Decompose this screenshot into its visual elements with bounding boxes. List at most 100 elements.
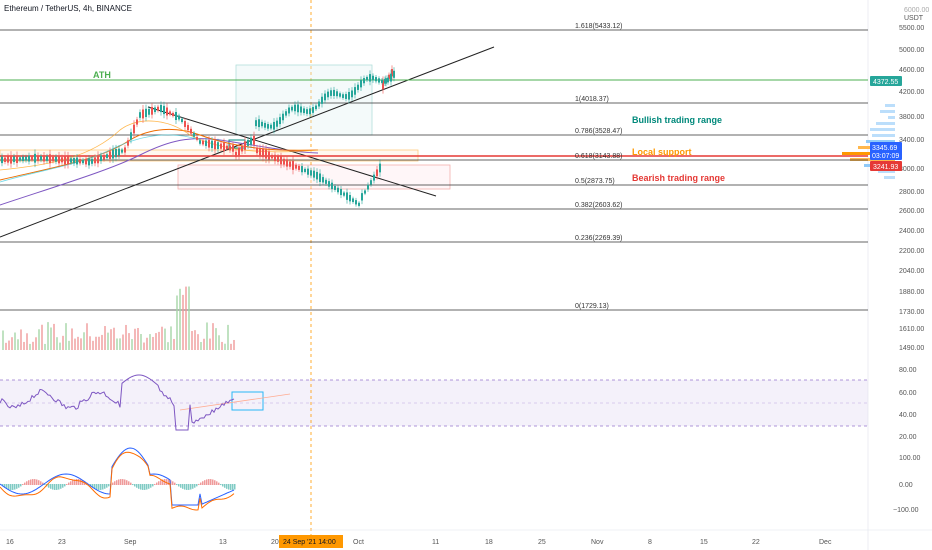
macd-histogram-bar xyxy=(100,484,102,490)
candle-body xyxy=(118,148,120,156)
candle-body xyxy=(28,155,30,162)
volume-bar xyxy=(173,338,175,350)
macd-histogram-bar xyxy=(80,479,82,485)
candle-body xyxy=(354,87,356,95)
macd-histogram-bar xyxy=(172,481,174,485)
candle-body xyxy=(217,142,219,150)
rsi-scale[interactable]: 80.00 60.00 40.00 20.00 xyxy=(899,367,917,441)
price-tick: 1610.00 xyxy=(899,326,924,333)
fib-level-label: 0(1729.13) xyxy=(575,303,609,310)
candle-body xyxy=(360,80,362,88)
time-tick: 16 xyxy=(6,539,14,546)
macd-histogram-bar xyxy=(20,484,22,487)
macd-scale[interactable]: 100.00 0.00 −100.00 xyxy=(893,455,921,514)
volume-bar xyxy=(14,332,16,350)
candle-body xyxy=(205,140,207,146)
candle-body xyxy=(319,173,321,182)
candle-body xyxy=(363,78,365,84)
volume-bar xyxy=(125,324,127,350)
candle-body xyxy=(262,148,264,158)
macd-histogram-bar xyxy=(206,479,208,485)
candle-body xyxy=(382,80,384,90)
price-tick: 3800.00 xyxy=(899,114,924,121)
volume-bar xyxy=(164,328,166,350)
candle-body xyxy=(390,73,392,82)
macd-histogram-bar xyxy=(228,484,230,490)
candle-body xyxy=(16,155,18,163)
macd-histogram-bar xyxy=(104,484,106,489)
candle-body xyxy=(367,184,369,190)
candle-body xyxy=(268,151,270,160)
price-tick: 5000.00 xyxy=(899,47,924,54)
volume-bar xyxy=(191,331,193,350)
volume-bar xyxy=(38,329,40,350)
candle-body xyxy=(136,119,138,125)
candle-body xyxy=(223,142,225,151)
volume-bar xyxy=(98,336,100,350)
volume-bar xyxy=(209,338,211,350)
macd-histogram-bar xyxy=(32,479,34,485)
macd-histogram-bar xyxy=(184,484,186,490)
candle-body xyxy=(52,156,54,162)
candle-body xyxy=(31,156,33,161)
volume-bar xyxy=(5,342,7,350)
macd-histogram-bar xyxy=(156,482,158,485)
candle-body xyxy=(1,156,3,164)
current-price-tag: 3345.69 03:07:09 xyxy=(870,142,902,160)
candle-body xyxy=(244,141,246,150)
candle-body xyxy=(274,154,276,162)
macd-histogram-bar xyxy=(202,481,204,485)
price-scale[interactable]: 5500.00 5000.00 4600.00 4200.00 3800.00 … xyxy=(899,25,924,352)
volume-bar xyxy=(104,326,106,350)
volume-bar xyxy=(188,286,190,350)
candle-body xyxy=(345,94,347,99)
candle-body xyxy=(214,140,216,150)
macd-histogram-bar xyxy=(52,484,54,490)
rsi-indicator xyxy=(0,374,235,431)
volume-bar xyxy=(86,323,88,350)
macd-histogram-bar xyxy=(64,484,66,487)
candle-body xyxy=(277,156,279,162)
price-tick: 1490.00 xyxy=(899,345,924,352)
candle-body xyxy=(306,109,308,114)
macd-histogram-bar xyxy=(36,479,38,485)
volume-bar xyxy=(23,341,25,350)
macd-histogram-bar xyxy=(18,484,20,488)
volume-bar xyxy=(8,340,10,350)
volume-bar xyxy=(80,338,82,350)
candle-body xyxy=(271,154,273,159)
macd-histogram-bar xyxy=(142,484,144,490)
macd-histogram-bar xyxy=(138,484,140,489)
volume-bar xyxy=(134,328,136,350)
time-tick: 11 xyxy=(432,539,439,546)
candle-body xyxy=(352,198,354,203)
ath-label: ATH xyxy=(93,70,111,80)
time-axis[interactable]: 16 23 Sep 13 20 Oct 11 18 25 Nov 8 15 22… xyxy=(6,539,832,546)
fib-retracement[interactable]: 1.618(5433.12) 1(4018.37) 0.786(3528.47) 0.… xyxy=(0,23,868,311)
candle-body xyxy=(333,89,335,96)
candle-body xyxy=(226,145,228,150)
price-tick: 2400.00 xyxy=(899,228,924,235)
volume-bar xyxy=(176,295,178,350)
macd-histogram-bar xyxy=(74,479,76,485)
candle-body xyxy=(91,158,93,164)
candle-body xyxy=(241,145,243,152)
candle-body xyxy=(148,108,150,115)
volume-bar xyxy=(203,338,205,350)
price-tick: 2040.00 xyxy=(899,268,924,275)
candle-body xyxy=(297,104,299,113)
candle-body xyxy=(157,106,159,111)
rsi-breakout-box[interactable] xyxy=(231,391,264,411)
volume-bar xyxy=(44,343,46,350)
price-tick: 3400.00 xyxy=(899,137,924,144)
candle-body xyxy=(103,154,105,160)
fib-level-label: 1(4018.37) xyxy=(575,96,609,103)
candle-body xyxy=(280,156,282,165)
candle-body xyxy=(375,77,377,82)
macd-tick: 100.00 xyxy=(899,455,921,462)
time-tick: 18 xyxy=(485,539,493,546)
candle-body xyxy=(112,149,114,159)
candle-body xyxy=(258,119,260,128)
candle-body xyxy=(270,124,272,129)
